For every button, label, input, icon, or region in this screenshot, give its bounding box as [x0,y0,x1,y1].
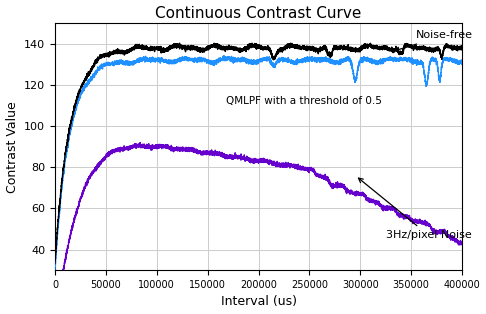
Y-axis label: Contrast Value: Contrast Value [5,101,18,192]
Text: QMLPF with a threshold of 0.5: QMLPF with a threshold of 0.5 [226,96,382,106]
X-axis label: Interval (us): Interval (us) [221,295,296,308]
Text: 3Hz/pixel Noise: 3Hz/pixel Noise [359,178,471,240]
Text: Noise-free: Noise-free [395,30,473,51]
Title: Continuous Contrast Curve: Continuous Contrast Curve [156,6,362,20]
